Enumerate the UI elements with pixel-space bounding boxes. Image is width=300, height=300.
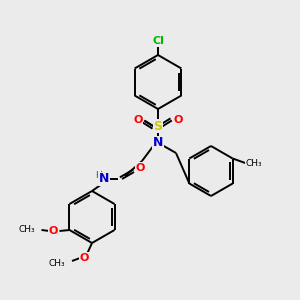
Text: S: S <box>154 119 163 133</box>
Text: O: O <box>173 115 183 125</box>
Text: O: O <box>79 253 89 263</box>
Text: O: O <box>135 163 145 173</box>
Text: N: N <box>99 172 109 185</box>
Text: H: H <box>94 170 101 179</box>
Text: O: O <box>133 115 143 125</box>
Text: O: O <box>49 226 58 236</box>
Text: CH₃: CH₃ <box>18 226 35 235</box>
Text: Cl: Cl <box>152 36 164 46</box>
Text: CH₃: CH₃ <box>49 260 65 268</box>
Text: N: N <box>153 136 163 149</box>
Text: CH₃: CH₃ <box>245 159 262 168</box>
